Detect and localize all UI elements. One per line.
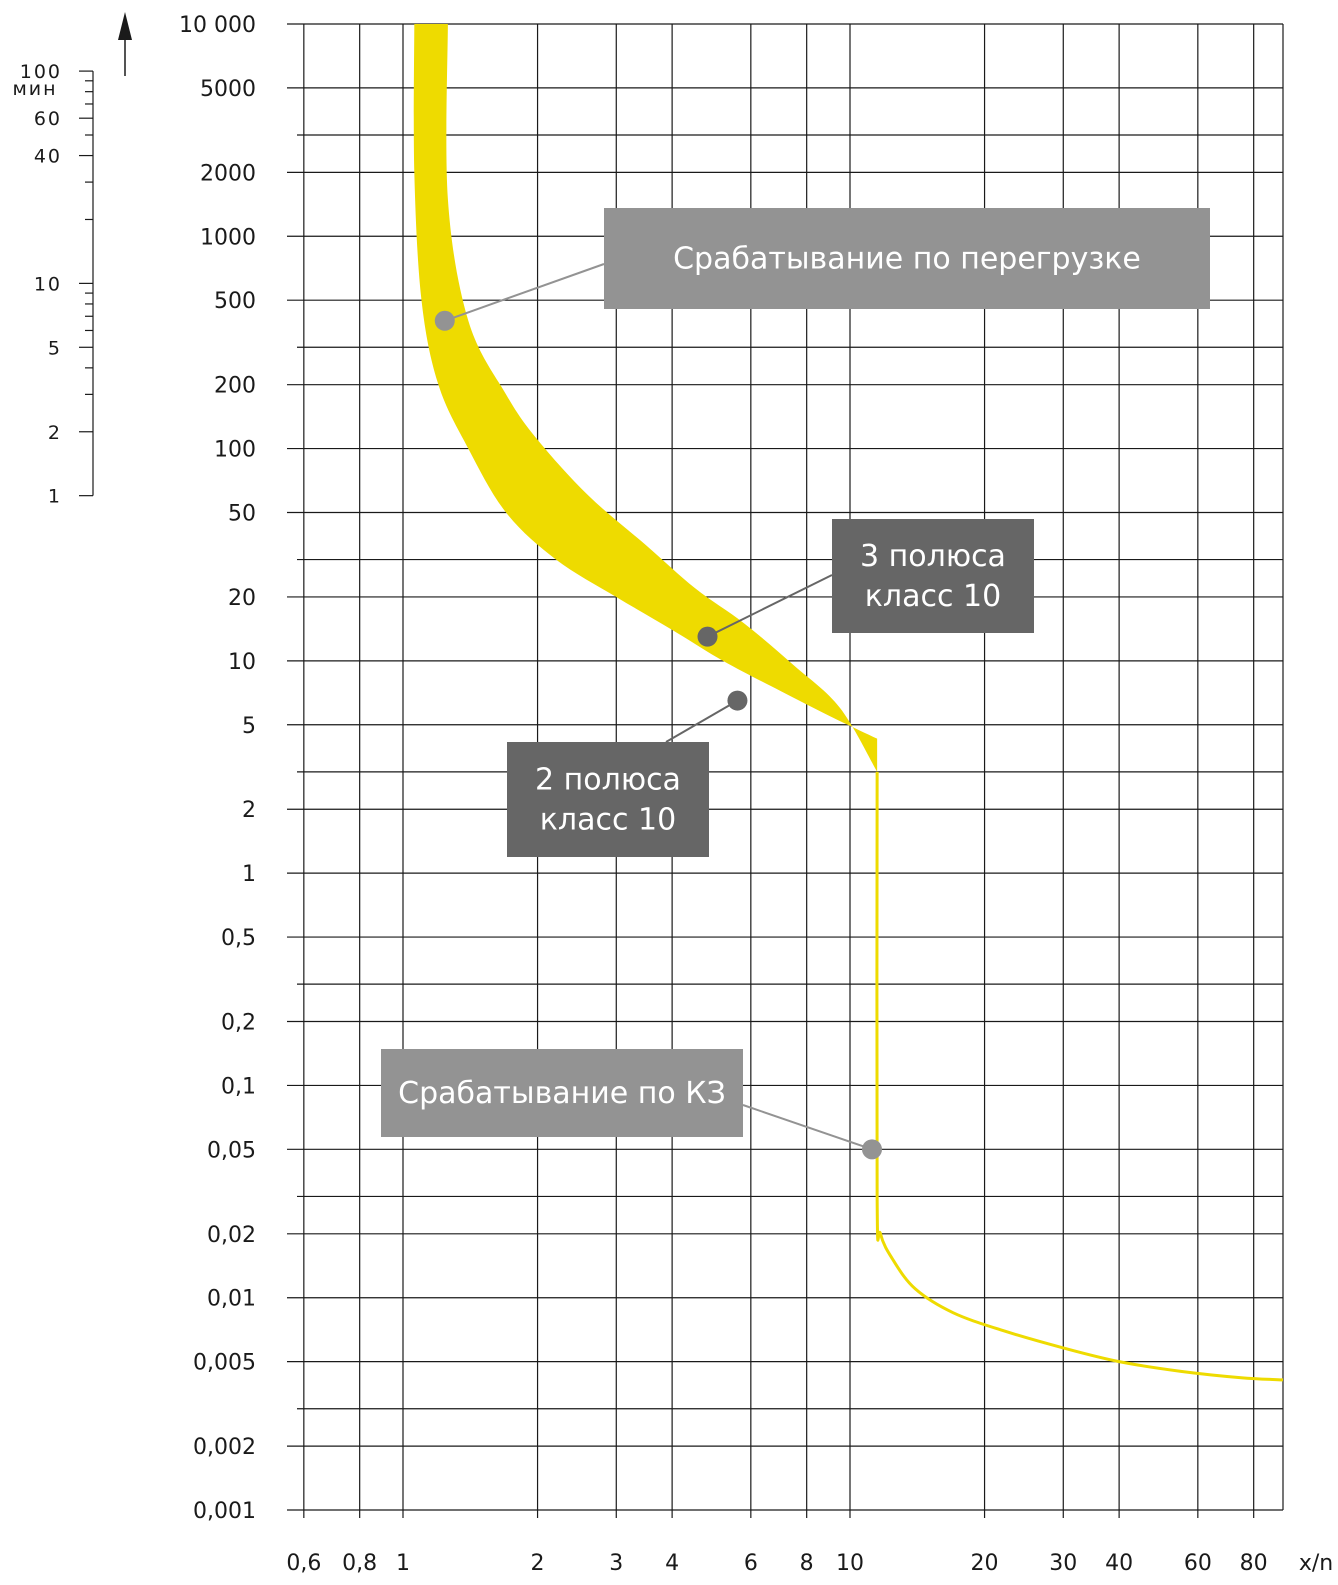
callout-point bbox=[697, 626, 718, 647]
x-tick-label: 0,8 bbox=[342, 1551, 377, 1576]
minutes-unit-label: мин bbox=[12, 78, 57, 100]
trip-curve bbox=[413, 24, 1284, 1382]
x-tick-label: 0,6 bbox=[286, 1551, 321, 1576]
y-tick-label: 0,2 bbox=[221, 1011, 256, 1036]
short-circuit-line bbox=[875, 771, 1284, 1382]
y-tick-label: 2000 bbox=[200, 161, 256, 186]
y-tick-label: 500 bbox=[214, 289, 256, 314]
x-tick-label: 1 bbox=[396, 1551, 410, 1576]
x-tick-label: 6 bbox=[744, 1551, 758, 1576]
y-tick-label: 0,001 bbox=[193, 1499, 256, 1524]
y-tick-label: 50 bbox=[228, 501, 256, 526]
y-tick-label: 10 000 bbox=[179, 13, 256, 38]
x-tick-label: 80 bbox=[1240, 1551, 1268, 1576]
callout-label-line: класс 10 bbox=[865, 579, 1001, 614]
x-tick-label: 2 bbox=[531, 1551, 545, 1576]
minutes-tick-label: 10 bbox=[34, 273, 62, 295]
minutes-tick-label: 100 bbox=[20, 61, 62, 83]
x-tick-label: 30 bbox=[1049, 1551, 1077, 1576]
callout-label: 2 полюса класс 10 bbox=[535, 763, 681, 838]
callout-leader-line bbox=[707, 574, 833, 638]
callout-box bbox=[507, 742, 709, 857]
up-arrow-icon bbox=[118, 12, 132, 40]
minutes-scale: 100 60 40 10 5 2 1 мин bbox=[12, 12, 132, 508]
y-tick-label: 0,05 bbox=[207, 1138, 256, 1163]
minutes-tick-label: 40 bbox=[34, 146, 62, 168]
x-tick-label: 20 bbox=[971, 1551, 999, 1576]
y-tick-label: 0,02 bbox=[207, 1223, 256, 1248]
callout-box bbox=[832, 519, 1034, 633]
callout-label: Срабатывание по КЗ bbox=[398, 1076, 726, 1111]
callout-label: 3 полюса класс 10 bbox=[860, 539, 1006, 614]
x-tick-label: 4 bbox=[665, 1551, 679, 1576]
minutes-tick-label: 2 bbox=[48, 422, 62, 444]
y-tick-label: 0,005 bbox=[193, 1351, 256, 1376]
callout-label-line: Срабатывание по КЗ bbox=[398, 1076, 726, 1111]
x-tick-label: 10 bbox=[836, 1551, 864, 1576]
callout-label-line: класс 10 bbox=[540, 803, 676, 838]
x-tick-label: 40 bbox=[1105, 1551, 1133, 1576]
callout-box bbox=[381, 1049, 743, 1137]
callout-point bbox=[434, 310, 455, 331]
callout-point bbox=[727, 690, 748, 711]
x-tick-label: 60 bbox=[1184, 1551, 1212, 1576]
callouts: Срабатывание по перегрузке 3 полюса класс … bbox=[381, 208, 1210, 1160]
minutes-tick-label: 5 bbox=[48, 337, 62, 359]
callout-box bbox=[604, 208, 1210, 309]
x-tick-label: 8 bbox=[800, 1551, 814, 1576]
y-tick-label: 5000 bbox=[200, 77, 256, 102]
y-tick-label: 20 bbox=[228, 586, 256, 611]
x-axis-label: x/n bbox=[1299, 1551, 1333, 1576]
callout-leader-line bbox=[444, 263, 605, 322]
y-tick-label: 200 bbox=[214, 374, 256, 399]
y-tick-label: 0,5 bbox=[221, 926, 256, 951]
callout-label-line: 2 полюса bbox=[535, 763, 681, 798]
y-tick-label: 0,01 bbox=[207, 1287, 256, 1312]
y-tick-label: 1 bbox=[242, 862, 256, 887]
callout-leader-line bbox=[742, 1104, 873, 1151]
minutes-tick-label: 1 bbox=[48, 486, 62, 508]
callout-point bbox=[862, 1139, 883, 1160]
x-tick-label: 3 bbox=[609, 1551, 623, 1576]
minutes-tick-label: 60 bbox=[34, 108, 62, 130]
y-tick-label: 0,1 bbox=[221, 1074, 256, 1099]
y-tick-label: 1000 bbox=[200, 225, 256, 250]
y-tick-label: 5 bbox=[242, 714, 256, 739]
callout-label-line: 3 полюса bbox=[860, 539, 1006, 574]
axes: 10 000 5000 2000 1000 500 200 100 50 20 10 5 2 1 0,5 0… bbox=[179, 13, 1333, 1576]
y-tick-label: 10 bbox=[228, 650, 256, 675]
y-tick-label: 2 bbox=[242, 798, 256, 823]
callout-label-line: Срабатывание по перегрузке bbox=[673, 242, 1141, 277]
callout-label: Срабатывание по перегрузке bbox=[673, 242, 1141, 277]
callout-leader-line bbox=[665, 699, 738, 743]
overload-band bbox=[413, 24, 878, 772]
y-tick-label: 100 bbox=[214, 438, 256, 463]
y-tick-label: 0,002 bbox=[193, 1435, 256, 1460]
